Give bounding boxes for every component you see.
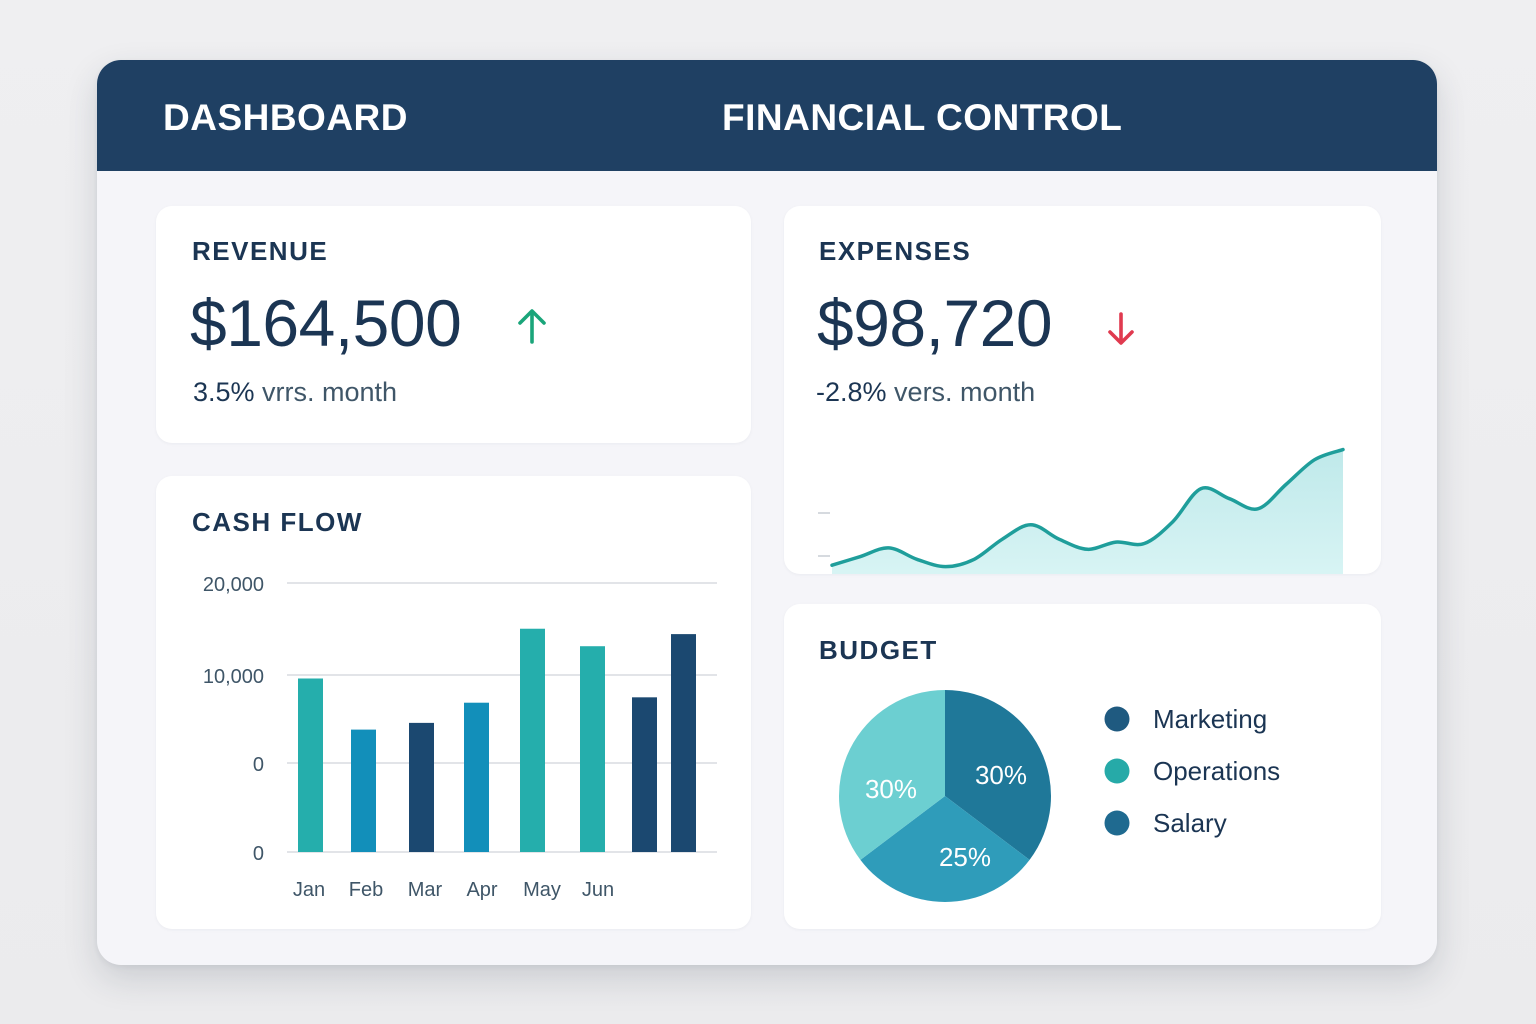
arrow-down-icon <box>1104 310 1138 355</box>
arrow-up-icon <box>515 306 549 351</box>
pie-label: 25% <box>939 842 991 872</box>
expenses-card[interactable]: EXPENSES $98,720 -2.8% vers. month <box>784 206 1381 574</box>
revenue-value: $164,500 <box>190 286 462 360</box>
pie-slice-marketing[interactable] <box>945 690 1051 860</box>
financial-control-title: FINANCIAL CONTROL <box>722 97 1123 138</box>
expenses-change-text: vers. month <box>886 377 1036 407</box>
header-bar: DASHBOARD FINANCIAL CONTROL <box>97 60 1437 171</box>
legend-item-marketing[interactable]: Marketing <box>1104 704 1268 734</box>
area-fill <box>832 449 1343 574</box>
y-tick-label: 0 <box>253 843 264 865</box>
bar-bar8[interactable] <box>671 634 696 852</box>
cash-flow-bar-chart: 20,000 10,000 0 0 Jan Feb Mar Apr May Jun <box>203 574 717 901</box>
budget-pie-chart: 30% 25% 30% Marketing Operations Salary <box>839 690 1281 902</box>
dashboard-window: DASHBOARD FINANCIAL CONTROL REVENUE $164… <box>97 60 1437 965</box>
legend-swatch <box>1104 810 1130 836</box>
x-tick-label: May <box>523 879 561 901</box>
pie-label: 30% <box>865 774 917 804</box>
area-line <box>830 447 1345 569</box>
expenses-value: $98,720 <box>817 286 1053 360</box>
legend-item-salary[interactable]: Salary <box>1104 808 1227 838</box>
revenue-title: REVENUE <box>192 236 329 266</box>
legend-label: Salary <box>1153 808 1227 838</box>
pie-slice-salary[interactable] <box>860 796 1030 902</box>
revenue-change-text: vrrs. month <box>254 377 398 407</box>
bar-bar7[interactable] <box>632 697 657 852</box>
x-tick-label: Jan <box>293 879 325 901</box>
pie-label: 30% <box>975 760 1027 790</box>
x-tick-label: Apr <box>466 879 497 901</box>
cash-flow-title: CASH FLOW <box>192 507 363 537</box>
bar-may[interactable] <box>520 628 545 852</box>
revenue-card[interactable]: REVENUE $164,500 3.5% vrrs. month <box>156 206 751 443</box>
cash-flow-card[interactable]: CASH FLOW 20,000 10,000 0 0 Jan Feb Mar Apr May J… <box>156 476 751 929</box>
pie-slice-operations[interactable] <box>839 690 945 860</box>
budget-title: BUDGET <box>819 635 938 665</box>
x-tick-label: Mar <box>408 879 443 901</box>
bar-jan[interactable] <box>298 678 323 852</box>
legend-swatch <box>1104 758 1130 784</box>
legend-label: Marketing <box>1153 704 1267 734</box>
x-tick-label: Jun <box>582 879 614 901</box>
budget-card[interactable]: BUDGET 30% 25% 30% Marketing Operations Salar… <box>784 604 1381 929</box>
y-tick-label: 0 <box>253 754 264 776</box>
legend-swatch <box>1104 706 1130 732</box>
bar-mar[interactable] <box>409 722 434 852</box>
dashboard-title: DASHBOARD <box>163 97 408 138</box>
bar-feb[interactable] <box>351 729 376 852</box>
bar-jun[interactable] <box>580 646 605 852</box>
y-tick-label: 10,000 <box>203 666 264 688</box>
revenue-change-pct: 3.5% <box>193 377 255 407</box>
revenue-change: 3.5% vrrs. month <box>193 377 397 407</box>
legend-item-operations[interactable]: Operations <box>1104 756 1281 786</box>
bar-apr[interactable] <box>464 702 489 852</box>
expenses-area-chart <box>818 447 1345 574</box>
x-tick-label: Feb <box>349 879 383 901</box>
expenses-change: -2.8% vers. month <box>816 377 1035 407</box>
legend-label: Operations <box>1153 756 1280 786</box>
expenses-title: EXPENSES <box>819 236 972 266</box>
y-tick-label: 20,000 <box>203 574 264 596</box>
expenses-change-pct: -2.8% <box>816 377 887 407</box>
